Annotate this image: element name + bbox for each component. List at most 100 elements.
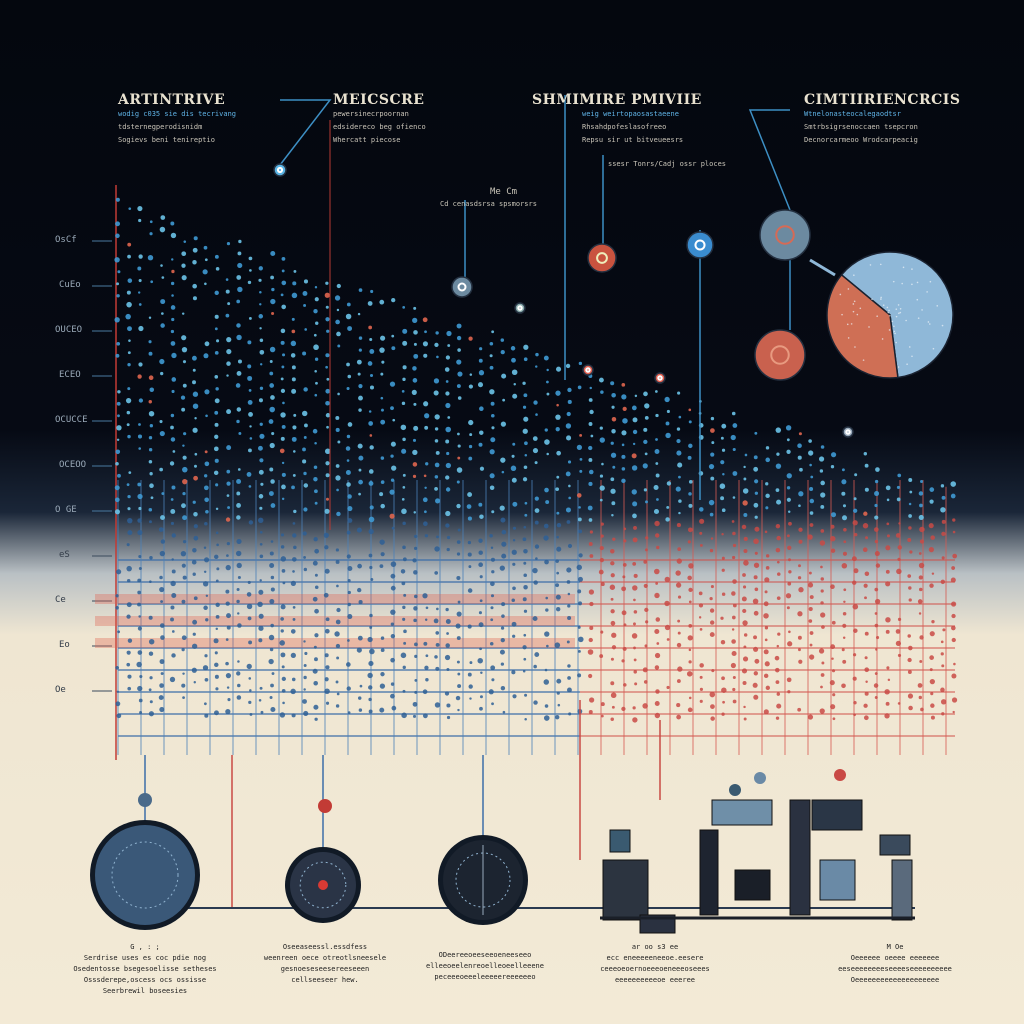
- grid-dot: [369, 434, 373, 437]
- grid-dot: [511, 477, 517, 483]
- grid-dot: [204, 474, 208, 478]
- grid-dot: [412, 366, 417, 371]
- grid-dot: [247, 580, 251, 584]
- grid-dot: [259, 506, 263, 510]
- grid-dot: [753, 502, 759, 508]
- grid-dot: [522, 669, 526, 673]
- grid-dot: [182, 672, 185, 675]
- grid-dot: [797, 576, 802, 580]
- grid-dot: [865, 680, 868, 683]
- grid-dot: [424, 413, 430, 419]
- grid-dot: [236, 334, 242, 341]
- grid-dot: [554, 642, 561, 648]
- grid-dot: [379, 492, 384, 497]
- grid-dot: [711, 441, 715, 445]
- grid-dot: [380, 671, 385, 677]
- grid-dot: [643, 488, 648, 492]
- grid-dot: [654, 628, 660, 634]
- grid-dot: [676, 714, 681, 720]
- grid-dot: [797, 455, 802, 460]
- grid-dot: [258, 699, 262, 702]
- grid-dot: [743, 548, 748, 553]
- grid-dot: [292, 281, 297, 286]
- grid-dot: [656, 642, 660, 645]
- grid-dot: [456, 552, 461, 556]
- grid-dot: [765, 493, 770, 499]
- grid-dot: [237, 660, 240, 663]
- grid-dot: [753, 538, 759, 545]
- grid-dot: [137, 266, 142, 271]
- grid-dot: [336, 488, 339, 492]
- grid-dot: [182, 466, 188, 473]
- section-line: Rhsahdpofeslasofreeo: [582, 123, 667, 131]
- grid-dot: [248, 520, 254, 525]
- grid-dot: [247, 364, 252, 369]
- grid-dot: [578, 506, 581, 509]
- grid-dot: [203, 485, 209, 491]
- grid-dot: [170, 221, 175, 226]
- grid-dot: [358, 600, 363, 605]
- grid-dot: [291, 329, 296, 334]
- caption-line: eeeeeeeeeeoe eeeree: [614, 976, 696, 984]
- grid-dot: [732, 447, 736, 452]
- grid-dot: [159, 586, 165, 593]
- grid-dot: [257, 445, 263, 451]
- grid-dot: [270, 683, 274, 688]
- pie-texture-dot: [879, 263, 882, 266]
- grid-dot: [929, 668, 933, 672]
- grid-dot: [335, 704, 340, 708]
- grid-dot: [842, 659, 847, 664]
- grid-dot: [325, 617, 330, 622]
- grid-dot: [281, 676, 286, 682]
- grid-dot: [655, 473, 660, 478]
- grid-dot: [940, 652, 944, 656]
- grid-dot: [290, 353, 296, 358]
- grid-dot: [215, 602, 220, 607]
- grid-dot: [346, 554, 351, 559]
- grid-dot: [413, 425, 419, 431]
- caption-line: Oeeeeee oeeee eeeeeee: [850, 954, 940, 962]
- grid-dot: [170, 509, 176, 514]
- grid-dot: [765, 482, 769, 486]
- disc-indicator: [318, 880, 328, 890]
- grid-dot: [951, 673, 957, 679]
- grid-dot: [445, 391, 450, 396]
- grid-dot: [709, 620, 715, 625]
- grid-dot: [171, 630, 175, 633]
- grid-dot: [181, 312, 185, 315]
- grid-dot: [345, 313, 352, 320]
- grid-dot: [610, 561, 615, 566]
- callout-node: [582, 364, 594, 376]
- caption-line: Oseeaseessl.essdfess: [282, 943, 368, 951]
- grid-dot: [158, 695, 164, 701]
- grid-dot: [227, 302, 231, 306]
- grid-dot: [765, 457, 771, 463]
- caption-2: Oseeaseessl.essdfess weenreen oece otreot…: [240, 942, 410, 986]
- grid-dot: [863, 703, 868, 708]
- grid-dot: [148, 375, 154, 381]
- grid-dot: [731, 520, 735, 523]
- grid-dot: [643, 427, 648, 432]
- grid-dot: [401, 581, 406, 586]
- grid-dot: [192, 380, 196, 385]
- grid-dot: [302, 351, 307, 356]
- grid-dot: [346, 434, 351, 439]
- grid-dot: [181, 251, 187, 257]
- grid-dot: [535, 352, 539, 357]
- grid-dot: [578, 601, 583, 606]
- caption-line: Oeeeeeeeeeeeeeeeeeeee: [850, 976, 940, 984]
- grid-dot: [192, 283, 197, 289]
- caption-3: ODeereeoeeseeoeneeseeo elleeoeelenreoelle…: [400, 950, 570, 983]
- grid-dot: [326, 425, 329, 429]
- grid-dot: [312, 560, 318, 566]
- grid-dot: [588, 542, 593, 546]
- grid-dot: [414, 690, 418, 694]
- grid-dot: [940, 484, 945, 488]
- grid-dot: [820, 480, 825, 486]
- grid-dot: [346, 530, 351, 535]
- grid-dot: [512, 586, 516, 591]
- grid-dot: [532, 448, 539, 454]
- grid-dot: [456, 540, 461, 544]
- grid-dot: [841, 515, 848, 521]
- grid-dot: [215, 483, 219, 487]
